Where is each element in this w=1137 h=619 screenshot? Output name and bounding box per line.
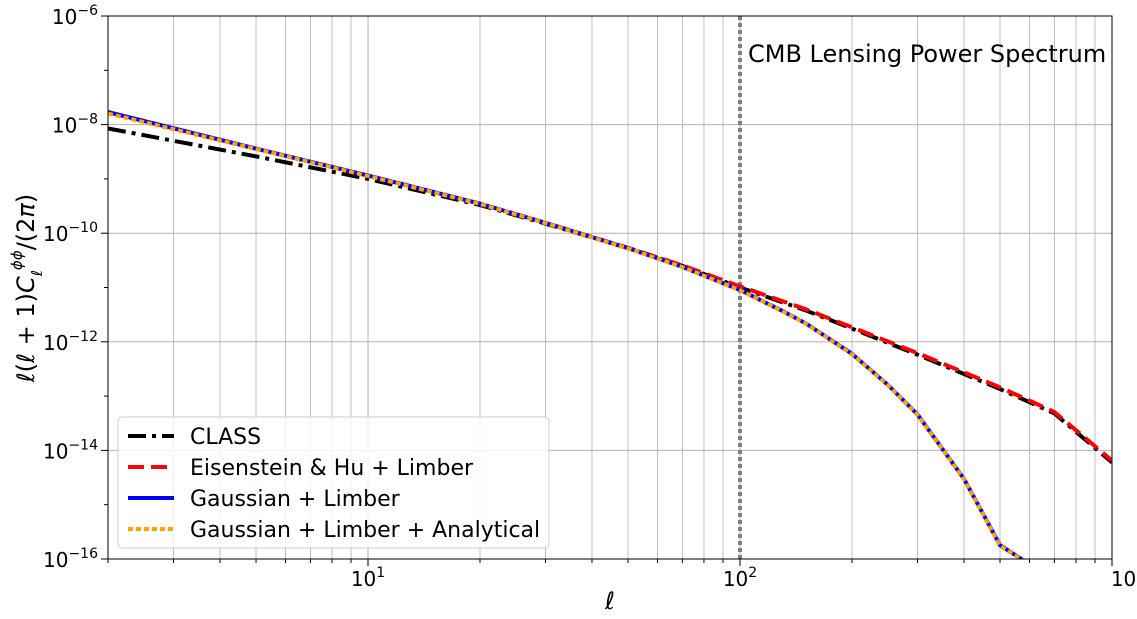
y-tick-label: 10−12: [43, 329, 98, 355]
y-tick-label: 10−14: [43, 437, 98, 463]
series-layer: [108, 110, 1112, 559]
y-tick-label: 10−16: [43, 546, 98, 572]
y-tick-label: 10−10: [43, 220, 98, 246]
legend-label: Gaussian + Limber: [190, 487, 401, 512]
y-axis-label: ℓ(ℓ + 1)Cℓϕϕ/(2π): [8, 194, 46, 384]
legend-label: Eisenstein & Hu + Limber: [190, 456, 474, 481]
legend-label: Gaussian + Limber + Analytical: [190, 518, 540, 543]
x-tick-label: 101: [351, 565, 385, 591]
x-tick-label: 102: [723, 565, 757, 591]
y-tick-label: 10−8: [52, 112, 98, 138]
series-line-4: [108, 111, 1025, 559]
y-tick-label: 10−6: [52, 3, 98, 29]
x-axis-label: ℓ: [604, 587, 615, 615]
legend-box: [117, 416, 550, 549]
annotation: CMB Lensing Power Spectrum: [748, 40, 1106, 68]
ticks: [101, 15, 1113, 566]
x-tick-label: 103: [1111, 565, 1137, 591]
legend: CLASS Eisenstein & Hu + Limber Gaussian + …: [117, 416, 550, 549]
tick-labels: 101 102 103 10−16 10−14 10−12 10−10 10−8 10−6: [43, 3, 1137, 591]
legend-label: CLASS: [190, 425, 261, 450]
